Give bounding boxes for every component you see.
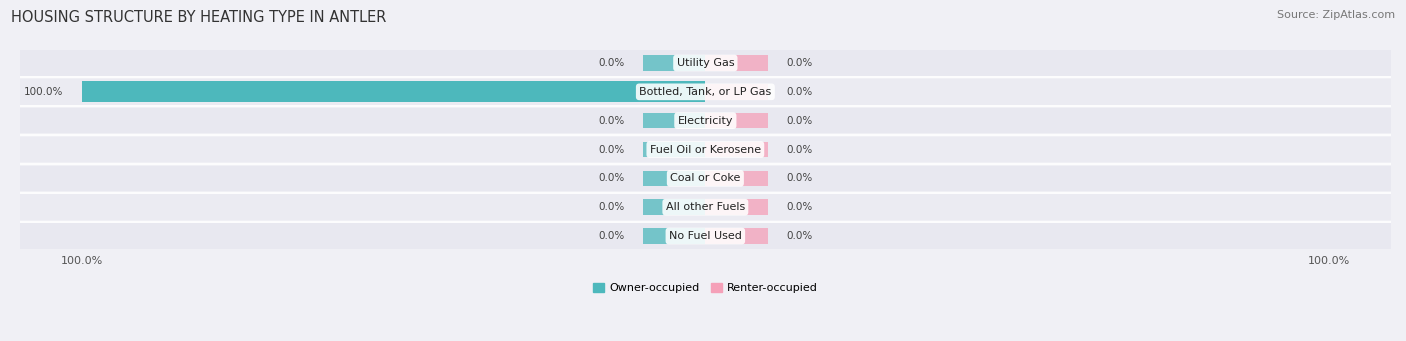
Bar	[706, 84, 768, 100]
Text: Bottled, Tank, or LP Gas: Bottled, Tank, or LP Gas	[640, 87, 772, 97]
Text: 0.0%: 0.0%	[598, 145, 624, 154]
Legend: Owner-occupied, Renter-occupied: Owner-occupied, Renter-occupied	[592, 283, 818, 294]
Text: Coal or Coke: Coal or Coke	[671, 173, 741, 183]
Bar	[706, 199, 768, 215]
Text: No Fuel Used: No Fuel Used	[669, 231, 742, 241]
Bar	[20, 50, 1391, 76]
Text: 0.0%: 0.0%	[786, 202, 813, 212]
Bar	[643, 142, 706, 157]
Bar	[643, 199, 706, 215]
Text: 0.0%: 0.0%	[786, 145, 813, 154]
Text: All other Fuels: All other Fuels	[665, 202, 745, 212]
Bar	[82, 81, 706, 102]
Bar	[20, 79, 1391, 105]
Bar	[20, 137, 1391, 162]
Text: 0.0%: 0.0%	[598, 231, 624, 241]
Bar	[20, 223, 1391, 249]
Bar	[706, 228, 768, 244]
Text: Electricity: Electricity	[678, 116, 733, 126]
Text: 0.0%: 0.0%	[786, 58, 813, 68]
Bar	[706, 142, 768, 157]
Bar	[20, 166, 1391, 191]
Bar	[643, 170, 706, 186]
Text: Source: ZipAtlas.com: Source: ZipAtlas.com	[1277, 10, 1395, 20]
Bar	[20, 108, 1391, 133]
Bar	[643, 228, 706, 244]
Bar	[706, 113, 768, 129]
Bar	[643, 55, 706, 71]
Text: HOUSING STRUCTURE BY HEATING TYPE IN ANTLER: HOUSING STRUCTURE BY HEATING TYPE IN ANT…	[11, 10, 387, 25]
Text: 0.0%: 0.0%	[598, 202, 624, 212]
Bar	[706, 55, 768, 71]
Text: 0.0%: 0.0%	[598, 116, 624, 126]
Bar	[20, 194, 1391, 220]
Text: 0.0%: 0.0%	[786, 116, 813, 126]
Text: Utility Gas: Utility Gas	[676, 58, 734, 68]
Text: 100.0%: 100.0%	[24, 87, 63, 97]
Text: 0.0%: 0.0%	[598, 173, 624, 183]
Bar	[706, 170, 768, 186]
Text: 0.0%: 0.0%	[786, 231, 813, 241]
Text: Fuel Oil or Kerosene: Fuel Oil or Kerosene	[650, 145, 761, 154]
Text: 0.0%: 0.0%	[786, 87, 813, 97]
Bar	[643, 113, 706, 129]
Text: 0.0%: 0.0%	[598, 58, 624, 68]
Text: 0.0%: 0.0%	[786, 173, 813, 183]
